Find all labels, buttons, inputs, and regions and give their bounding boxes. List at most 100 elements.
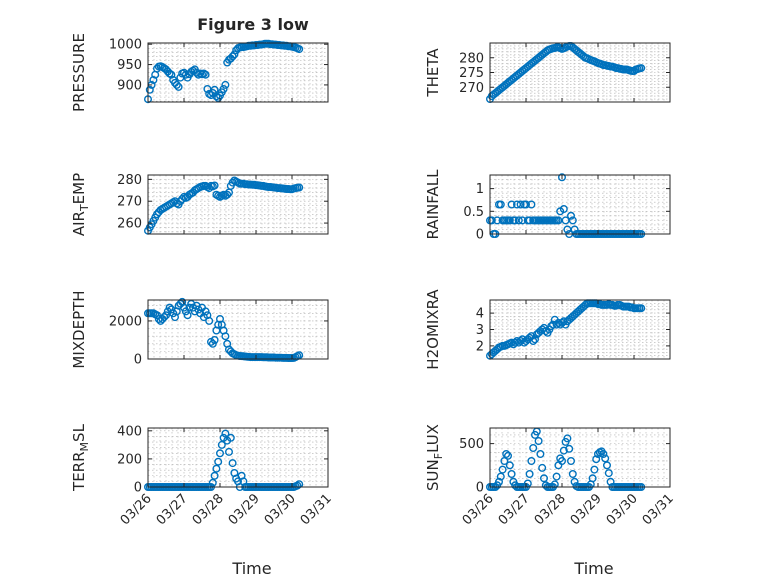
- x-tick-label: 03/31: [298, 491, 335, 528]
- data-point: [201, 307, 210, 316]
- data-point: [487, 216, 496, 225]
- y-tick-label: 1000: [109, 38, 142, 53]
- y-tick-label: 200: [117, 452, 142, 467]
- y-tick-label: 1: [476, 182, 484, 197]
- data-point: [507, 470, 516, 479]
- subplot-mixdepth: 0 2000 MIXDEPTH: [70, 290, 329, 369]
- data-point: [558, 173, 567, 182]
- data-point: [221, 429, 230, 438]
- data-point: [295, 45, 304, 54]
- y-tick-label: 500: [459, 437, 484, 452]
- data-point: [511, 338, 520, 347]
- y-tick-label: 4: [476, 307, 484, 322]
- x-tick-label: 03/27: [496, 491, 533, 528]
- y-tick-label: 2000: [109, 314, 142, 329]
- data-point: [540, 474, 549, 483]
- data-point: [208, 478, 217, 487]
- y-tick-label: 3: [476, 323, 484, 338]
- data-point: [505, 461, 514, 470]
- data-point: [208, 339, 217, 348]
- data-point: [552, 472, 561, 481]
- data-point: [588, 474, 597, 483]
- data-point: [552, 320, 561, 329]
- data-point: [172, 80, 181, 89]
- subplot-h2omixra: 234 H2OMIXRA: [424, 289, 671, 370]
- data-point: [559, 204, 568, 213]
- data-point: [496, 472, 505, 481]
- data-point: [228, 459, 237, 468]
- data-point: [498, 465, 507, 474]
- data-point: [496, 200, 505, 209]
- data-point: [531, 335, 540, 344]
- data-point: [502, 450, 511, 459]
- data-point: [293, 481, 302, 490]
- data-point: [603, 461, 612, 470]
- axes-frame: [147, 299, 329, 360]
- data-point: [568, 470, 577, 479]
- data-point: [217, 440, 226, 449]
- data-point: [295, 183, 304, 192]
- axes-frame: [489, 427, 671, 488]
- data-point: [206, 91, 215, 100]
- axes-frame: [147, 427, 329, 488]
- y-tick-label: 280: [459, 51, 484, 66]
- data-point: [513, 337, 522, 346]
- data-point: [590, 465, 599, 474]
- data-point: [527, 200, 536, 209]
- data-point: [201, 70, 210, 79]
- x-tick-label: 03/28: [190, 491, 227, 528]
- x-tick-label: 03/29: [568, 491, 605, 528]
- data-point: [205, 316, 214, 325]
- x-axis-label-right: Time: [573, 559, 613, 578]
- figure-title: Figure 3 low: [197, 15, 309, 34]
- x-axis-label-left: Time: [231, 559, 271, 578]
- data-point: [529, 337, 538, 346]
- y-axis-label: TERRMSL: [70, 423, 91, 492]
- data-point: [495, 477, 504, 486]
- y-tick-label: 0: [476, 228, 484, 243]
- data-point: [167, 70, 176, 79]
- data-point: [210, 336, 219, 345]
- y-axis-label: H2OMIXRA: [424, 289, 442, 370]
- data-point: [601, 454, 610, 463]
- y-tick-label: 950: [117, 58, 142, 73]
- data-point: [604, 469, 613, 478]
- y-tick-label: 0: [134, 481, 142, 496]
- data-point: [228, 178, 237, 187]
- y-tick-label: 0: [476, 481, 484, 496]
- data-point: [500, 457, 509, 466]
- data-point: [230, 50, 239, 59]
- y-tick-label: 2: [476, 339, 484, 354]
- y-axis-label: MIXDEPTH: [70, 290, 88, 368]
- data-point: [221, 80, 230, 89]
- y-axis-label: RAINFALL: [424, 169, 442, 240]
- data-point: [219, 84, 228, 93]
- x-tick-label: 03/26: [460, 491, 497, 528]
- data-point: [160, 313, 169, 322]
- data-point: [145, 85, 154, 94]
- y-axis-label: THETA: [424, 48, 442, 98]
- data-point: [228, 52, 237, 61]
- y-axis-label: SUNFLUX: [424, 424, 445, 491]
- subplot-air-temp: 260 270 280 AIRTEMP: [70, 173, 329, 236]
- data-point: [212, 92, 221, 101]
- data-point: [174, 82, 183, 91]
- data-point: [504, 451, 513, 460]
- data-point: [210, 181, 219, 190]
- data-point: [529, 444, 538, 453]
- y-tick-label: 275: [459, 66, 484, 81]
- data-point: [567, 211, 576, 220]
- data-point: [215, 449, 224, 458]
- y-axis-label: PRESSURE: [70, 33, 88, 112]
- data-point: [161, 311, 170, 320]
- y-axis-label: AIRTEMP: [70, 173, 91, 236]
- data-point: [554, 318, 563, 327]
- data-point: [223, 190, 232, 199]
- x-tick-label: 03/26: [118, 491, 155, 528]
- axes-frame: [147, 174, 329, 235]
